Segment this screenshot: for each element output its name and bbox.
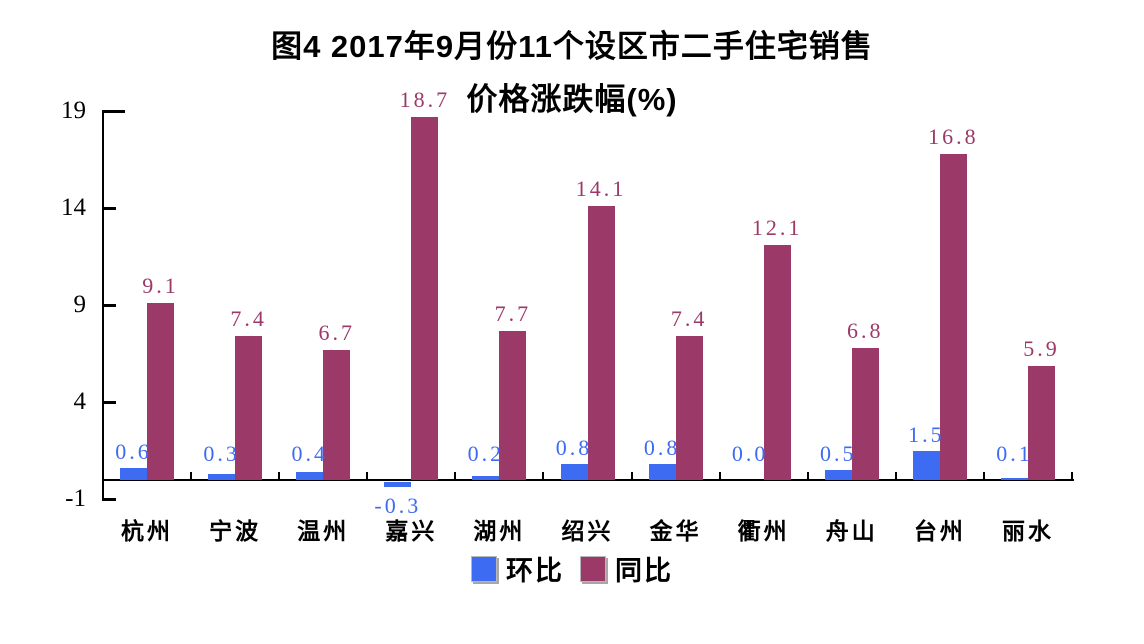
yoy-value-label: 6.8: [847, 318, 884, 344]
legend-item-mom: 环比: [471, 549, 564, 588]
yoy-value-label: 7.4: [230, 306, 267, 332]
y-tick-mark: [103, 304, 116, 307]
x-axis-label: 金华: [649, 518, 702, 544]
mom-value-label: 0.3: [203, 441, 240, 466]
x-axis-label: 台州: [913, 518, 966, 544]
yoy-value-label: 6.7: [318, 320, 355, 346]
mom-value-label: 0.2: [467, 441, 505, 466]
legend-label-yoy: 同比: [615, 556, 673, 586]
y-axis-line: [101, 110, 104, 501]
mom-bar: [120, 468, 148, 480]
yoy-bar: [675, 336, 703, 480]
mom-bar: [1000, 478, 1028, 480]
yoy-bar: [411, 117, 439, 480]
mom-value-label: 1.5: [908, 421, 945, 447]
x-tick-mark: [278, 471, 281, 481]
yoy-bar: [323, 350, 351, 480]
x-tick-mark: [542, 471, 545, 481]
x-axis-label: 舟山: [825, 518, 878, 544]
y-tick-label: 4: [73, 388, 87, 416]
mom-value-label: 0.8: [643, 435, 681, 461]
yoy-value-label: 7.4: [670, 306, 708, 332]
x-axis-label: 杭州: [121, 518, 174, 544]
yoy-bar: [1027, 365, 1055, 480]
x-tick-mark: [1071, 471, 1073, 481]
yoy-bar: [499, 330, 527, 480]
x-tick-mark: [190, 471, 193, 481]
y-tick-label: 14: [61, 194, 86, 222]
legend: 环比 同比: [0, 549, 1144, 588]
y-tick-label: 9: [73, 291, 87, 319]
chart-title: 图4 2017年9月份11个设区市二手住宅销售 价格涨跌幅(%): [0, 20, 1144, 126]
yoy-value-label: 5.9: [1023, 335, 1060, 361]
mom-bar: [912, 450, 940, 480]
y-tick-mark: [103, 207, 116, 210]
mom-bar: [560, 464, 588, 480]
x-tick-mark: [630, 471, 633, 481]
x-axis-label: 嘉兴: [385, 518, 438, 544]
mom-bar: [472, 476, 500, 480]
yoy-bar: [147, 303, 175, 480]
yoy-value-label: 12.1: [751, 215, 803, 241]
legend-label-mom: 环比: [506, 556, 564, 586]
x-tick-mark: [982, 471, 985, 481]
yoy-bar: [939, 154, 967, 480]
mom-bar: [824, 470, 852, 480]
x-tick-mark: [454, 471, 457, 481]
yoy-bar: [763, 245, 791, 480]
mom-value-label: 0.1: [996, 441, 1033, 466]
mom-value-label: 0.6: [115, 439, 152, 465]
yoy-value-label: 7.7: [494, 300, 532, 326]
legend-swatch-mom: [471, 555, 497, 582]
x-tick-mark: [806, 471, 809, 481]
x-axis-label: 绍兴: [561, 518, 614, 544]
mom-bar: [208, 474, 236, 480]
y-tick-mark: [103, 401, 116, 404]
yoy-value-label: 16.8: [928, 124, 979, 150]
yoy-bar: [235, 336, 263, 480]
mom-value-label: 0.8: [555, 435, 593, 461]
yoy-bar: [587, 206, 615, 480]
yoy-value-label: 9.1: [142, 273, 179, 299]
y-tick-mark: [103, 498, 116, 501]
x-tick-mark: [894, 471, 897, 481]
mom-bar: [648, 464, 676, 480]
chart-title-line2: 价格涨跌幅(%): [466, 82, 678, 117]
yoy-value-label: 18.7: [399, 87, 451, 113]
x-axis-label: 宁波: [209, 518, 262, 544]
x-tick-mark: [366, 471, 369, 481]
mom-bar: [296, 472, 324, 480]
mom-bar: [384, 481, 412, 488]
x-axis-label: 温州: [297, 518, 350, 544]
yoy-bar: [851, 348, 879, 480]
x-axis-label: 湖州: [473, 518, 526, 544]
y-tick-label: -1: [65, 485, 86, 513]
mom-value-label: -0.3: [374, 493, 422, 519]
mom-value-label: 0.5: [820, 441, 857, 466]
x-axis-label: 衢州: [737, 518, 790, 544]
y-tick-mark: [103, 110, 125, 113]
x-tick-mark: [718, 471, 721, 481]
legend-swatch-yoy: [580, 555, 606, 582]
mom-value-label: 0.0: [731, 441, 769, 466]
yoy-value-label: 14.1: [575, 176, 627, 202]
mom-value-label: 0.4: [291, 441, 328, 466]
legend-item-yoy: 同比: [580, 549, 673, 588]
chart-title-line1: 图4 2017年9月份11个设区市二手住宅销售: [271, 29, 873, 64]
y-tick-label: 19: [61, 97, 86, 125]
x-axis-label: 丽水: [1001, 518, 1054, 544]
